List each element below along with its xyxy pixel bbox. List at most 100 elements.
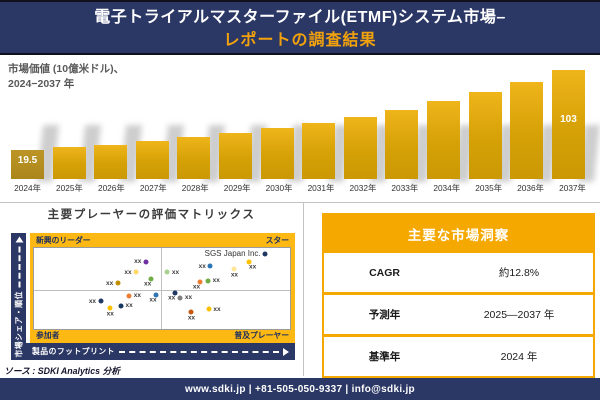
bar-2025年 — [52, 147, 86, 179]
quadrant-divider-horizontal — [34, 290, 290, 292]
scatter-point: xx — [205, 277, 220, 284]
matrix-scatter-plot: xx xx xx xx xx xx xx xx xx xx xx SGS Japan Inc. xx xx… — [33, 247, 291, 330]
scatter-point-label: xx — [133, 292, 141, 300]
quadrant-label-emerging-leaders: 新興のリーダー — [36, 236, 91, 245]
x-axis-tick-label: 2029年 — [223, 183, 251, 193]
scatter-point-label: xx — [184, 294, 193, 302]
scatter-point: xx — [231, 266, 238, 278]
scatter-point: xx — [118, 302, 133, 309]
bar-2028年 — [177, 137, 211, 179]
x-axis-tick-label: 2024年 — [14, 183, 41, 193]
bar-column-2036年 — [510, 70, 559, 182]
insight-value: 2024 年 — [500, 351, 538, 363]
x-axis-tick-label: 2037年 — [559, 183, 586, 193]
scatter-point-label: SGS Japan Inc. — [204, 249, 261, 258]
dashed-line — [17, 246, 20, 287]
quadrant-label-pervasive-players: 普及プレーヤー — [234, 331, 289, 340]
bar-column-2024年: 19.5 — [11, 70, 59, 182]
bar-2031年 — [302, 122, 336, 179]
scatter-point: SGS Japan Inc. — [205, 249, 268, 258]
scatter-point-label: xx — [192, 283, 201, 291]
bar-value-label-last: 103 — [560, 114, 577, 125]
scatter-point-label: xx — [144, 280, 152, 288]
scatter-point-label: xx — [88, 297, 97, 305]
scatter-point-label: xx — [171, 268, 180, 276]
x-axis-tick-label: 2035年 — [475, 183, 503, 193]
report-title-line2: レポートの調査結果 — [223, 32, 377, 49]
bar-column-2026年 — [94, 70, 143, 182]
scatter-point-label: xx — [187, 314, 196, 322]
scatter-point-label: xx — [149, 296, 157, 304]
x-axis-tick-label: 2027年 — [139, 183, 167, 193]
source-note: ソース : SDKI Analytics 分析 — [4, 366, 121, 376]
insight-value: 約12.8% — [498, 267, 540, 279]
scatter-point-label: xx — [105, 279, 114, 287]
scatter-point: xx — [106, 280, 121, 287]
bar-2030年 — [260, 128, 294, 179]
matrix-y-axis-label: 市場シェア・順位 — [14, 290, 23, 357]
matrix-x-axis-label: 製品のフットプリント — [32, 347, 115, 356]
bar-value-label-first: 19.5 — [17, 155, 38, 166]
x-axis-tick-label: 2036年 — [517, 183, 544, 193]
chart-axis-label-line1: 市場価値 (10億米ドル)、 — [8, 63, 125, 75]
x-axis-tick-label: 2025年 — [56, 183, 83, 193]
matrix-x-axis-bar: 製品のフットプリント — [26, 343, 295, 360]
bar-column-2031年 — [302, 70, 351, 182]
scatter-point-label: xx — [198, 262, 206, 270]
scatter-point: xx — [134, 258, 149, 265]
quadrant-label-star: スター — [265, 236, 289, 245]
scatter-point: xx — [206, 306, 221, 313]
insights-row-予測年: 予測年 2025—2037 年 — [324, 292, 593, 334]
quadrant-divider-vertical — [160, 248, 162, 329]
horizontal-divider — [0, 202, 600, 203]
footer-bar: www.sdki.jp | +81-505-050-9337 | info@sd… — [0, 378, 600, 400]
bar-chart: 19.5 103 — [11, 70, 600, 182]
scatter-point: xx — [107, 305, 114, 317]
matrix-y-axis-rotated: 市場シェア・順位 — [11, 233, 26, 360]
scatter-point-label: xx — [230, 271, 239, 279]
scatter-point: xx — [164, 269, 179, 276]
footer-contact: www.sdki.jp | +81-505-050-9337 | info@sd… — [185, 383, 415, 395]
bar-column-2035年 — [468, 70, 517, 182]
scatter-point: xx — [149, 292, 159, 303]
bar-column-2030年 — [260, 70, 309, 182]
bar-chart-x-axis-labels: 2024年 2025年 2026年 2027年 2028年 2029年 2030年 2031年… — [7, 182, 593, 194]
insight-label: CAGR — [369, 266, 400, 279]
bar-column-2029年 — [219, 70, 268, 182]
bar-2035年 — [468, 92, 502, 179]
bar-column-2034年 — [427, 70, 476, 182]
bar-2037年: 103 — [551, 70, 585, 179]
report-header: 電子トライアルマスターファイル(ETMF)システム市場– レポートの調査結果 — [0, 0, 600, 55]
scatter-point-label: xx — [249, 263, 257, 271]
scatter-point: xx — [126, 292, 141, 299]
bar-column-2027年 — [135, 70, 184, 182]
scatter-point: xx — [188, 309, 195, 321]
insights-header: 主要な市場洞察 — [324, 215, 593, 253]
insights-row-CAGR: CAGR 約12.8% — [324, 253, 593, 292]
insight-label: 基準年 — [368, 351, 401, 363]
bar-2026年 — [94, 144, 128, 179]
matrix-quadrant-box: 新興のリーダー スター 参加者 普及プレーヤー xx xx xx xx xx xx xx xx… — [30, 233, 295, 343]
scatter-point-label: xx — [125, 302, 133, 310]
x-axis-tick-label: 2026年 — [97, 183, 125, 193]
insight-label: 予測年 — [368, 309, 401, 321]
bar-2033年 — [385, 109, 419, 179]
bar-column-2025年 — [52, 70, 101, 182]
quadrant-label-participants: 参加者 — [36, 331, 60, 340]
x-axis-tick-label: 2033年 — [391, 183, 419, 193]
x-axis-tick-label: 2032年 — [349, 183, 377, 193]
bar-column-2037年: 103 — [551, 70, 600, 182]
x-axis-tick-label: 2031年 — [307, 183, 335, 193]
report-title-line1: 電子トライアルマスターファイル(ETMF)システム市場– — [94, 9, 506, 26]
scatter-point-label: xx — [106, 310, 114, 318]
vertical-divider — [303, 202, 304, 376]
scatter-point-label: xx — [124, 268, 132, 276]
scatter-point: xx — [144, 276, 154, 288]
bar-2027年 — [135, 141, 169, 179]
scatter-point: xx — [199, 263, 213, 270]
scatter-point: xx — [89, 298, 104, 305]
insight-value: 2025—2037 年 — [483, 309, 555, 321]
arrow-right-icon — [283, 347, 289, 356]
dashed-line — [118, 350, 279, 353]
